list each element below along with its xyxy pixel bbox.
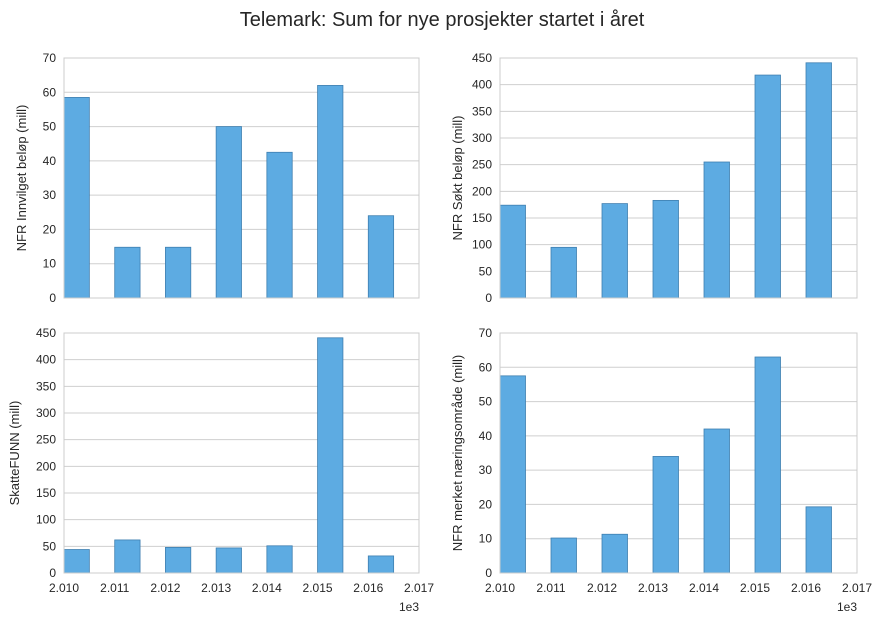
- y-tick-label: 50: [479, 264, 493, 278]
- bar-2010: [63, 549, 90, 574]
- bar-2012: [165, 246, 192, 299]
- y-tick-label: 200: [36, 459, 56, 473]
- chart-panel-3: 0 50 100 150 200 250 300 350 400 450 2.010 2.011 2.0…: [7, 326, 434, 614]
- y-tick-label: 450: [36, 326, 56, 340]
- y-tick-label: 0: [49, 291, 56, 305]
- y-axis-label: SkatteFUNN (mill): [7, 401, 22, 506]
- y-tick-label: 60: [43, 85, 57, 99]
- x-tick-label: 2.011: [536, 581, 565, 595]
- y-tick-label: 300: [472, 131, 492, 145]
- y-tick-label: 150: [36, 486, 56, 500]
- y-tick-label: 0: [485, 566, 492, 580]
- x-tick-label: 2.015: [303, 581, 333, 595]
- y-tick-label: 20: [43, 222, 57, 236]
- bar-2013: [652, 199, 679, 299]
- bar-2010: [499, 204, 526, 299]
- y-tick-label: 70: [43, 51, 57, 65]
- x-tick-label: 2.012: [587, 581, 617, 595]
- axes-frame: [499, 57, 858, 299]
- y-tick-label: 50: [43, 539, 57, 553]
- bar-2016: [367, 555, 395, 574]
- y-tick-label: 20: [479, 497, 493, 511]
- bar-2015: [317, 85, 344, 299]
- x-tick-label: 2.013: [638, 581, 668, 595]
- y-tick-label: 350: [472, 104, 492, 118]
- y-axis-label: NFR merket næringsområde (mill): [450, 355, 465, 551]
- y-tick-label: 60: [479, 360, 493, 374]
- x-tick-label: 2.017: [404, 581, 434, 595]
- x-tick-label: 2.011: [100, 581, 129, 595]
- y-tick-label: 70: [479, 326, 493, 340]
- chart-panel-2: 0 50 100 150 200 250 300 350 400 450 NFR Søkt belø…: [450, 51, 858, 305]
- bar-2010: [499, 375, 526, 574]
- axes-frame: [499, 332, 858, 574]
- bar-2016: [805, 62, 832, 299]
- y-axis-label: NFR Innvilget beløp (mill): [14, 105, 29, 252]
- chart-panel-4: 0 10 20 30 40 50 60 70 2.010 2.011 2.012 2.013 2.014…: [450, 326, 872, 614]
- bar-2011: [550, 537, 577, 574]
- axes-frame: [63, 57, 420, 299]
- bar-2012: [165, 547, 192, 574]
- bar-2016: [805, 506, 832, 574]
- y-tick-label: 30: [43, 188, 57, 202]
- y-tick-label: 100: [36, 513, 56, 527]
- y-tick-label: 450: [472, 51, 492, 65]
- x-offset-label: 1e3: [837, 600, 857, 614]
- y-tick-label: 250: [472, 158, 492, 172]
- bar-2014: [266, 151, 293, 299]
- bar-2012: [601, 203, 628, 299]
- y-tick-label: 200: [472, 184, 492, 198]
- bar-2013: [652, 456, 679, 574]
- y-tick-label: 0: [485, 291, 492, 305]
- bar-2015: [754, 74, 781, 299]
- bar-2010: [63, 97, 90, 299]
- bar-2011: [550, 246, 577, 299]
- y-tick-label: 30: [479, 463, 493, 477]
- x-tick-label: 2.016: [353, 581, 383, 595]
- y-tick-label: 0: [49, 566, 56, 580]
- x-tick-label: 2.014: [689, 581, 719, 595]
- y-tick-label: 350: [36, 379, 56, 393]
- bar-2015: [317, 337, 344, 574]
- x-tick-label: 2.014: [252, 581, 282, 595]
- y-tick-label: 400: [472, 78, 492, 92]
- x-tick-label: 2.010: [485, 581, 515, 595]
- y-tick-label: 10: [43, 257, 57, 271]
- chart-panel-1: 0 10 20 30 40 50 60 70 NFR Innvilget beløp (mill…: [14, 51, 420, 305]
- axes-frame: [63, 332, 420, 574]
- bar-2014: [703, 428, 730, 574]
- bar-2011: [114, 539, 141, 574]
- x-tick-label: 2.016: [791, 581, 821, 595]
- chart-suptitle: Telemark: Sum for nye prosjekter startet…: [240, 9, 645, 31]
- bar-2013: [215, 126, 242, 299]
- y-tick-label: 150: [472, 211, 492, 225]
- y-axis-label: NFR Søkt beløp (mill): [450, 116, 465, 241]
- y-tick-label: 50: [43, 120, 57, 134]
- y-tick-label: 10: [479, 532, 493, 546]
- x-tick-label: 2.017: [842, 581, 872, 595]
- y-tick-label: 50: [479, 395, 493, 409]
- bar-2012: [601, 533, 628, 574]
- x-tick-label: 2.012: [150, 581, 180, 595]
- x-offset-label: 1e3: [399, 600, 419, 614]
- y-tick-label: 40: [43, 154, 57, 168]
- y-tick-label: 250: [36, 433, 56, 447]
- bar-2016: [367, 215, 395, 299]
- x-tick-label: 2.015: [740, 581, 770, 595]
- bar-2014: [266, 545, 293, 574]
- x-tick-label: 2.010: [49, 581, 79, 595]
- y-tick-label: 100: [472, 238, 492, 252]
- y-tick-label: 300: [36, 406, 56, 420]
- bar-2013: [215, 547, 242, 574]
- bar-2011: [114, 246, 141, 299]
- bar-2015: [754, 356, 781, 574]
- y-tick-label: 40: [479, 429, 493, 443]
- x-tick-label: 2.013: [201, 581, 231, 595]
- y-tick-label: 400: [36, 353, 56, 367]
- bar-2014: [703, 161, 730, 299]
